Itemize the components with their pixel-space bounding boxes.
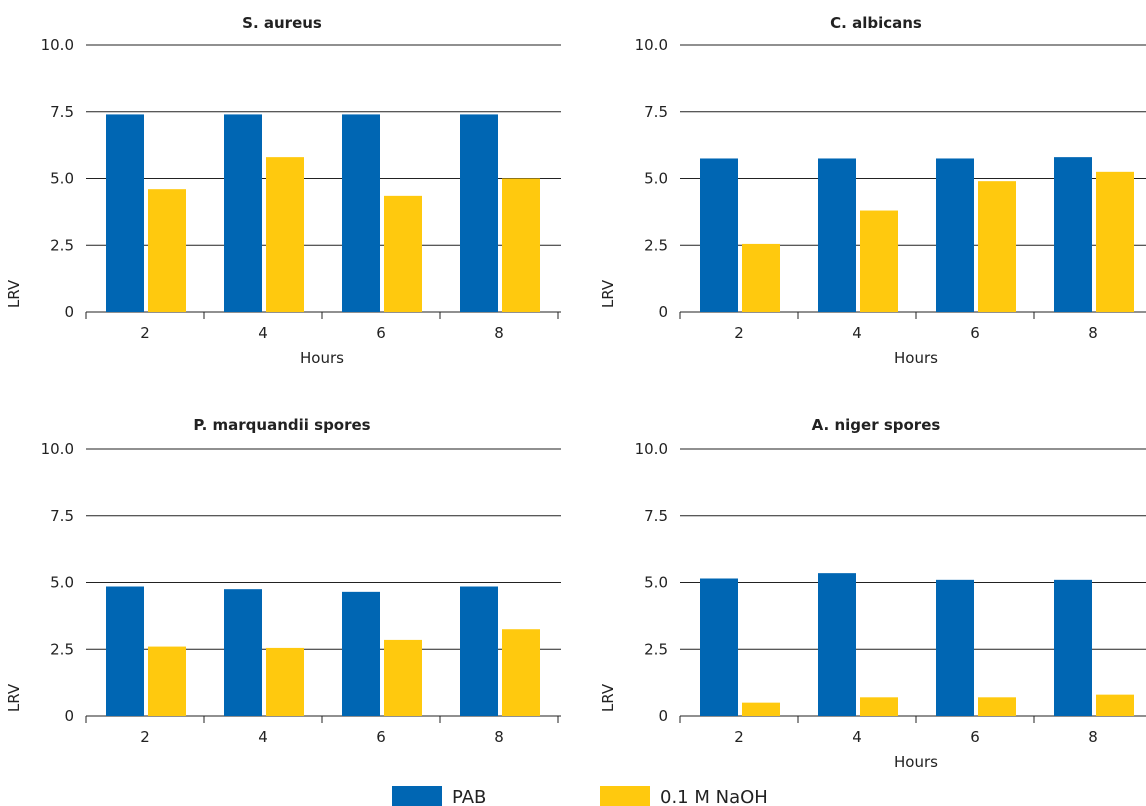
bar-naoh-4 <box>860 210 898 312</box>
bar-pab-6 <box>342 591 380 716</box>
bar-pab-2 <box>106 114 144 312</box>
y-tick-label: 0 <box>658 303 668 321</box>
legend-label-pab: PAB <box>452 787 486 806</box>
x-tick-label: 6 <box>970 324 980 342</box>
x-axis-label: Hours <box>300 349 344 367</box>
chart-title: S. aureus <box>242 14 322 32</box>
x-axis-label: Hours <box>894 753 938 771</box>
bar-pab-8 <box>1054 157 1092 312</box>
x-tick-label: 6 <box>376 728 386 746</box>
bar-naoh-2 <box>742 243 780 312</box>
y-tick-label: 7.5 <box>50 507 74 525</box>
bar-pab-4 <box>224 114 262 312</box>
x-tick-label: 6 <box>970 728 980 746</box>
bar-naoh-4 <box>266 647 304 716</box>
bar-naoh-8 <box>1096 171 1134 312</box>
x-axis-label: Hours <box>894 349 938 367</box>
chart-panel-4: 0 2.5 5.0 7.5 10.0 2 4 6 8 Hours LRV A. niger spore… <box>599 416 1146 771</box>
bar-pab-4 <box>818 158 856 312</box>
y-tick-label: 2.5 <box>50 640 74 658</box>
bar-naoh-4 <box>860 697 898 716</box>
chart-panel-2: 0 2.5 5.0 7.5 10.0 2 4 6 8 Hours LRV C. albicans <box>599 14 1146 367</box>
chart-panel-3: 0 2.5 5.0 7.5 10.0 2 4 6 8 LRV P. marquandii spore… <box>5 416 561 746</box>
y-tick-label: 2.5 <box>644 236 668 254</box>
y-tick-label: 10.0 <box>635 440 668 458</box>
chart-title: A. niger spores <box>812 416 941 434</box>
x-tick-label: 8 <box>494 324 504 342</box>
y-tick-label: 5.0 <box>50 170 74 188</box>
bar-naoh-2 <box>742 702 780 716</box>
y-tick-label: 0 <box>64 707 74 725</box>
y-tick-label: 5.0 <box>644 170 668 188</box>
x-tick-label: 8 <box>494 728 504 746</box>
bar-pab-8 <box>460 114 498 312</box>
bar-naoh-8 <box>502 178 540 312</box>
x-tick-label: 4 <box>852 728 862 746</box>
legend-swatch-naoh <box>600 786 650 806</box>
y-tick-label: 10.0 <box>635 36 668 54</box>
bar-naoh-6 <box>384 195 422 312</box>
bar-pab-2 <box>700 158 738 312</box>
y-tick-label: 5.0 <box>644 574 668 592</box>
y-tick-label: 2.5 <box>50 236 74 254</box>
y-axis-label: LRV <box>5 683 23 712</box>
bar-pab-2 <box>106 586 144 716</box>
bar-naoh-4 <box>266 157 304 312</box>
x-tick-label: 2 <box>140 324 150 342</box>
y-tick-label: 7.5 <box>644 507 668 525</box>
x-tick-label: 2 <box>140 728 150 746</box>
y-axis-label: LRV <box>599 279 617 308</box>
bar-naoh-8 <box>1096 694 1134 716</box>
legend-swatch-pab <box>392 786 442 806</box>
y-tick-label: 7.5 <box>644 103 668 121</box>
y-axis-label: LRV <box>5 279 23 308</box>
y-tick-label: 0 <box>658 707 668 725</box>
x-tick-label: 4 <box>258 728 268 746</box>
bar-naoh-6 <box>384 639 422 716</box>
bar-naoh-2 <box>148 189 186 312</box>
x-tick-label: 8 <box>1088 728 1098 746</box>
legend-label-naoh: 0.1 M NaOH <box>660 787 768 806</box>
bar-pab-8 <box>460 586 498 716</box>
bar-naoh-8 <box>502 629 540 716</box>
y-axis-label: LRV <box>599 683 617 712</box>
bar-pab-6 <box>936 158 974 312</box>
chart-panels: 0 2.5 5.0 7.5 10.0 2 4 6 8 Hours LRV S. aureus 0 2.5 5… <box>5 14 1146 771</box>
bar-pab-2 <box>700 578 738 716</box>
bar-naoh-6 <box>978 697 1016 716</box>
chart-panel-1: 0 2.5 5.0 7.5 10.0 2 4 6 8 Hours LRV S. aureus <box>5 14 561 367</box>
x-tick-label: 2 <box>734 728 744 746</box>
x-tick-label: 6 <box>376 324 386 342</box>
x-tick-label: 4 <box>852 324 862 342</box>
y-tick-label: 5.0 <box>50 574 74 592</box>
bar-pab-6 <box>936 579 974 716</box>
bar-pab-4 <box>224 589 262 716</box>
x-tick-label: 2 <box>734 324 744 342</box>
y-tick-label: 10.0 <box>41 440 74 458</box>
y-tick-label: 2.5 <box>644 640 668 658</box>
legend: PAB 0.1 M NaOH <box>392 786 768 806</box>
x-tick-label: 8 <box>1088 324 1098 342</box>
bar-pab-4 <box>818 573 856 716</box>
chart-title: P. marquandii spores <box>193 416 370 434</box>
y-tick-label: 0 <box>64 303 74 321</box>
chart-title: C. albicans <box>830 14 922 32</box>
bar-pab-8 <box>1054 579 1092 716</box>
x-tick-label: 4 <box>258 324 268 342</box>
bar-pab-6 <box>342 114 380 312</box>
bar-naoh-2 <box>148 646 186 716</box>
y-tick-label: 7.5 <box>50 103 74 121</box>
y-tick-label: 10.0 <box>41 36 74 54</box>
bar-naoh-6 <box>978 181 1016 312</box>
